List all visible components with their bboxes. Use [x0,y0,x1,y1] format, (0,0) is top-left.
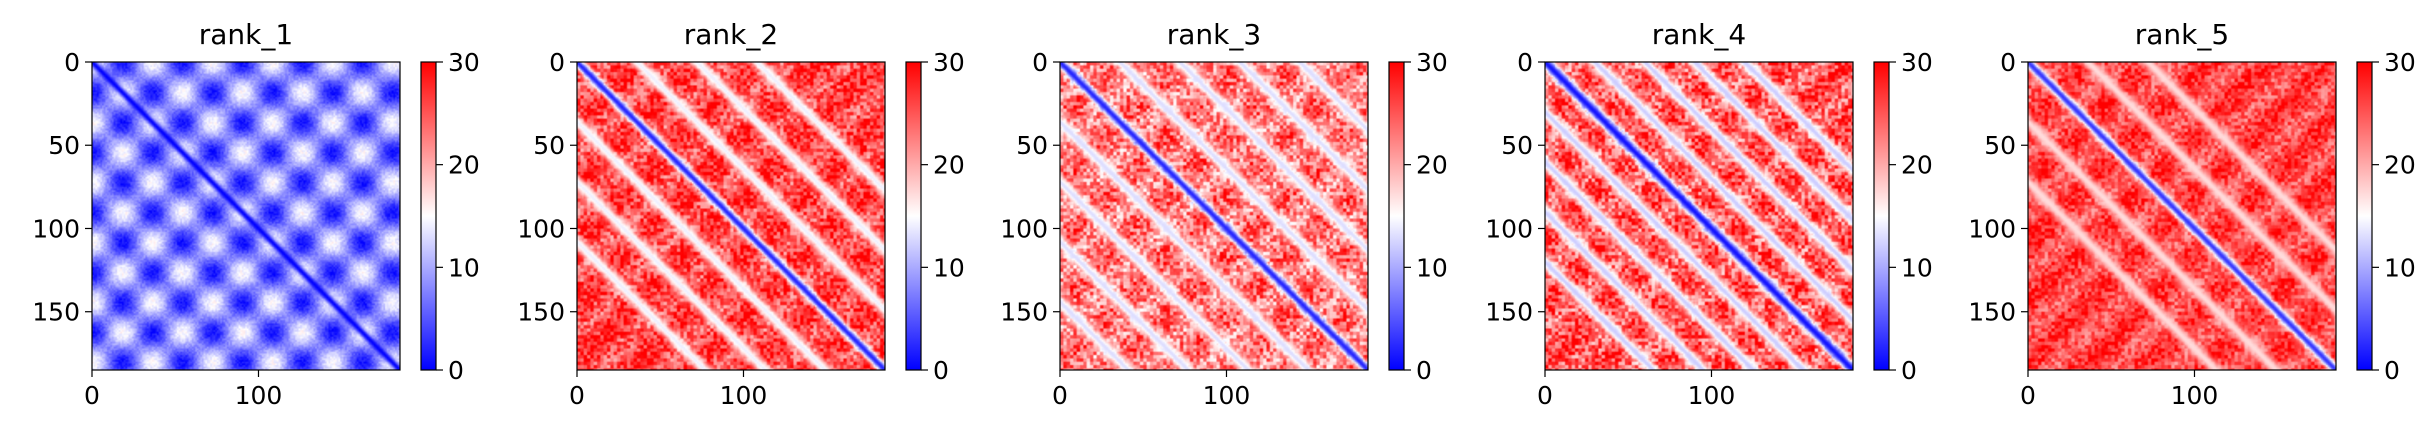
y-tick-label: 150 [1000,298,1048,327]
y-tick-label: 50 [533,131,565,160]
colorbar-tick-label: 20 [933,151,965,180]
y-tick-label: 100 [1485,214,1533,243]
colorbar-tick-label: 10 [933,253,965,282]
heatmap-image [1545,62,1853,370]
colorbar [905,61,922,371]
colorbar [2356,61,2373,371]
x-tick-label: 100 [1203,381,1251,410]
colorbar [1388,61,1405,371]
y-tick-label: 50 [1501,131,1533,160]
y-tick-label: 150 [32,298,80,327]
x-tick-label: 100 [2171,381,2219,410]
y-tick-label: 100 [1968,214,2016,243]
chart-title: rank_2 [684,18,778,51]
x-tick-label: 100 [235,381,283,410]
y-tick-label: 0 [1517,48,1533,77]
x-tick-label: 0 [2020,381,2036,410]
colorbar-tick-label: 30 [1901,48,1933,77]
colorbar-tick-label: 0 [1901,356,1917,385]
chart-title: rank_4 [1652,18,1746,51]
y-tick-label: 50 [1016,131,1048,160]
y-tick-label: 100 [517,214,565,243]
colorbar-tick-label: 10 [1901,253,1933,282]
chart-title: rank_3 [1167,18,1261,51]
colorbar-tick-label: 20 [448,151,480,180]
colorbar-tick-label: 0 [2384,356,2400,385]
colorbar-tick-label: 30 [933,48,965,77]
colorbar-tick-label: 0 [933,356,949,385]
colorbar [420,61,437,371]
chart-panel-4: rank_4 0 50 100 150 0 100 0 10 20 30 [1485,18,1933,410]
y-tick-label: 50 [1984,131,2016,160]
axes-frame [1059,61,1369,371]
y-tick-label: 150 [1968,298,2016,327]
x-tick-label: 100 [1688,381,1736,410]
colorbar-tick-label: 20 [1901,151,1933,180]
heatmap-image [1060,62,1368,370]
heatmap-image [2028,62,2336,370]
colorbar-tick-label: 10 [448,253,480,282]
colorbar-tick-label: 30 [2384,48,2416,77]
heatmap-image [92,62,400,370]
colorbar-tick-label: 10 [1416,253,1448,282]
axes-frame [576,61,886,371]
chart-panel-5: rank_5 0 50 100 150 0 100 0 10 20 30 [1968,18,2416,410]
x-tick-label: 0 [84,381,100,410]
colorbar-tick-label: 30 [1416,48,1448,77]
y-tick-label: 100 [1000,214,1048,243]
y-tick-label: 0 [1032,48,1048,77]
y-tick-label: 0 [2000,48,2016,77]
colorbar-tick-label: 10 [2384,253,2416,282]
x-tick-label: 0 [1052,381,1068,410]
axes-frame [1544,61,1854,371]
colorbar-tick-label: 20 [1416,151,1448,180]
y-tick-label: 100 [32,214,80,243]
colorbar-tick-label: 20 [2384,151,2416,180]
axes-frame [91,61,401,371]
chart-panel-1: rank_1 0 50 100 150 0 100 0 10 20 30 [32,18,480,410]
colorbar-tick-label: 30 [448,48,480,77]
axes-frame [2027,61,2337,371]
colorbar [1873,61,1890,371]
y-tick-label: 50 [48,131,80,160]
chart-title: rank_5 [2135,18,2229,51]
y-tick-label: 0 [549,48,565,77]
chart-title: rank_1 [199,18,293,51]
y-tick-label: 150 [1485,298,1533,327]
y-tick-label: 0 [64,48,80,77]
heatmap-image [577,62,885,370]
x-tick-label: 100 [720,381,768,410]
y-tick-label: 150 [517,298,565,327]
chart-panel-2: rank_2 0 50 100 150 0 100 0 10 20 30 [517,18,965,410]
chart-panel-3: rank_3 0 50 100 150 0 100 0 10 20 30 [1000,18,1448,410]
x-tick-label: 0 [569,381,585,410]
colorbar-tick-label: 0 [1416,356,1432,385]
colorbar-tick-label: 0 [448,356,464,385]
x-tick-label: 0 [1537,381,1553,410]
